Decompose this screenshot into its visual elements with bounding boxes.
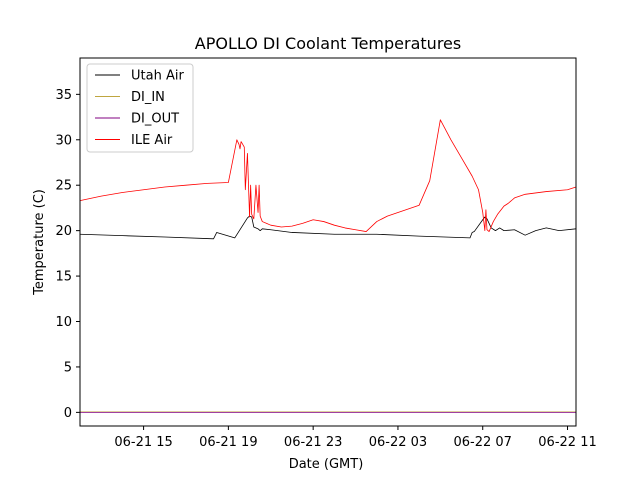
y-axis: 0 5 10 15 20 25 30 35 bbox=[55, 88, 80, 421]
series-layer bbox=[79, 119, 577, 413]
x-tick-label: 06-22 11 bbox=[538, 435, 596, 450]
series-line-utah-air bbox=[79, 215, 577, 240]
legend-label-utah-air: Utah Air bbox=[131, 69, 184, 84]
legend: Utah Air DI_IN DI_OUT ILE Air bbox=[86, 63, 194, 153]
plot-frame bbox=[79, 57, 577, 427]
legend-label-ile-air: ILE Air bbox=[131, 133, 173, 148]
y-tick-label: 15 bbox=[55, 270, 72, 285]
y-tick-label: 35 bbox=[55, 88, 72, 103]
legend-label-di-out: DI_OUT bbox=[131, 112, 179, 127]
x-tick-label: 06-21 23 bbox=[284, 435, 342, 450]
y-tick-label: 30 bbox=[55, 133, 72, 148]
y-tick-label: 10 bbox=[55, 315, 72, 330]
y-axis-label: Temperature (C) bbox=[32, 189, 47, 296]
x-tick-label: 06-22 07 bbox=[454, 435, 512, 450]
x-axis: 06-21 15 06-21 19 06-21 23 06-22 03 06-22 07… bbox=[114, 426, 597, 450]
y-tick-label: 0 bbox=[64, 406, 72, 421]
chart-title: APOLLO DI Coolant Temperatures bbox=[195, 34, 461, 53]
y-tick-label: 20 bbox=[55, 224, 72, 239]
series-line-ile-air bbox=[79, 119, 577, 232]
x-tick-label: 06-21 15 bbox=[114, 435, 172, 450]
x-tick-label: 06-21 19 bbox=[199, 435, 257, 450]
y-tick-label: 25 bbox=[55, 179, 72, 194]
x-tick-label: 06-22 03 bbox=[369, 435, 427, 450]
y-tick-label: 5 bbox=[64, 360, 72, 375]
legend-label-di-in: DI_IN bbox=[131, 90, 165, 105]
legend-items: Utah Air DI_IN DI_OUT ILE Air bbox=[95, 69, 184, 148]
legend-frame bbox=[86, 63, 194, 153]
x-axis-label: Date (GMT) bbox=[289, 457, 364, 472]
